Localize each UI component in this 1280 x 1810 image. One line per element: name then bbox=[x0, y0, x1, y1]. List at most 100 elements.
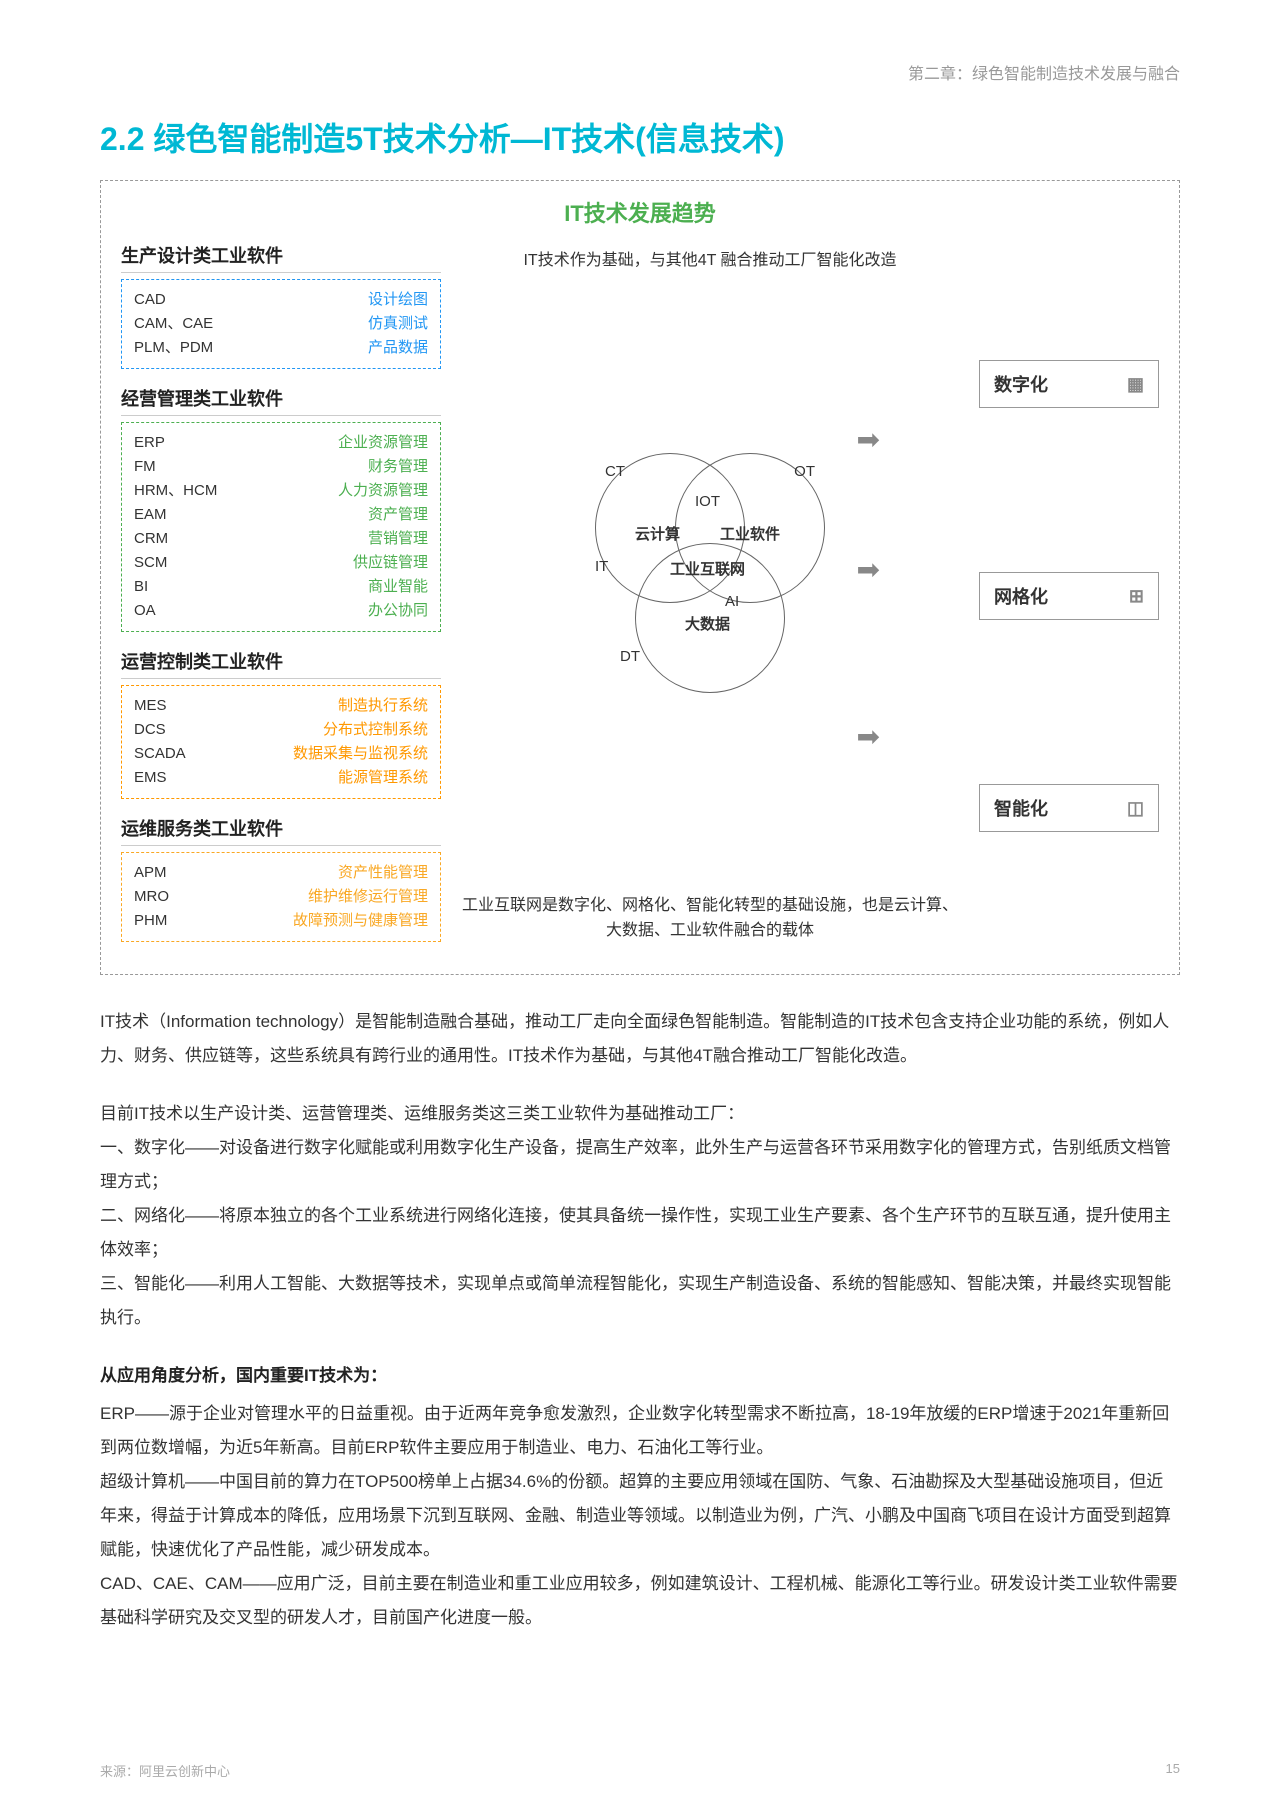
software-row: FM 财务管理 bbox=[134, 455, 428, 479]
software-row: EMS 能源管理系统 bbox=[134, 766, 428, 790]
chapter-header: 第二章：绿色智能制造技术发展与融合 bbox=[100, 60, 1180, 84]
software-code: EMS bbox=[134, 766, 167, 790]
software-code: PLM、PDM bbox=[134, 336, 213, 360]
software-box: MES 制造执行系统 DCS 分布式控制系统SCADA数据采集与监视系统EMS 能源管理… bbox=[121, 685, 441, 799]
center-column: IT技术作为基础，与其他4T 融合推动工厂智能化改造 CT OT IOT 云计算… bbox=[461, 238, 959, 954]
software-box: APM 资产性能管理MRO维护维修运行管理PHM 故障预测与健康管理 bbox=[121, 852, 441, 942]
software-row: CRM 营销管理 bbox=[134, 527, 428, 551]
trend-title: IT技术发展趋势 bbox=[121, 196, 1159, 228]
venn-ai: AI bbox=[725, 593, 739, 610]
diagram-container: IT技术发展趋势 生产设计类工业软件CAD设计绘图CAM、CAE仿真测试PLM、… bbox=[100, 180, 1180, 975]
capability-tag: 数字化▦ bbox=[979, 360, 1159, 408]
p2-lead: 目前IT技术以生产设计类、运营管理类、运维服务类这三类工业软件为基础推动工厂： bbox=[100, 1097, 1180, 1131]
software-code: CRM bbox=[134, 527, 168, 551]
software-desc: 财务管理 bbox=[368, 455, 428, 479]
venn-isw: 工业软件 bbox=[720, 523, 780, 544]
software-row: EAM资产管理 bbox=[134, 503, 428, 527]
p3-heading: 从应用角度分析，国内重要IT技术为： bbox=[100, 1359, 1180, 1393]
arrow-icon: ➡ bbox=[857, 553, 880, 586]
software-box: CAD 设计绘图 CAM、CAE 仿真测试 PLM、PDM 产品数据 bbox=[121, 279, 441, 369]
software-desc: 商业智能 bbox=[368, 575, 428, 599]
venn-ot: OT bbox=[794, 463, 815, 480]
p3-item-3: CAD、CAE、CAM——应用广泛，目前主要在制造业和重工业应用较多，例如建筑设… bbox=[100, 1567, 1180, 1635]
software-row: CAM、CAE 仿真测试 bbox=[134, 312, 428, 336]
capability-tag: 网格化⊞ bbox=[979, 572, 1159, 620]
software-group-title: 生产设计类工业软件 bbox=[121, 238, 441, 273]
software-desc: 办公协同 bbox=[368, 599, 428, 623]
venn-cloud: 云计算 bbox=[635, 523, 680, 544]
paragraph-3: 从应用角度分析，国内重要IT技术为： ERP——源于企业对管理水平的日益重视。由… bbox=[100, 1359, 1180, 1635]
software-desc: 人力资源管理 bbox=[338, 479, 428, 503]
software-row: APM 资产性能管理 bbox=[134, 861, 428, 885]
software-group-title: 经营管理类工业软件 bbox=[121, 381, 441, 416]
venn-ct: CT bbox=[605, 463, 625, 480]
software-desc: 产品数据 bbox=[368, 336, 428, 360]
capability-tag: 智能化 ◫ bbox=[979, 784, 1159, 832]
software-row: SCADA数据采集与监视系统 bbox=[134, 742, 428, 766]
page-footer: 来源：阿里云创新中心 15 bbox=[100, 1761, 1180, 1780]
software-row: PHM 故障预测与健康管理 bbox=[134, 909, 428, 933]
software-code: FM bbox=[134, 455, 156, 479]
software-code: CAD bbox=[134, 288, 166, 312]
software-group-title: 运营控制类工业软件 bbox=[121, 644, 441, 679]
software-desc: 设计绘图 bbox=[368, 288, 428, 312]
software-groups-column: 生产设计类工业软件 CAD 设计绘图 CAM、CAE 仿真测试 PLM、PDM 产品数据经营… bbox=[121, 238, 441, 954]
software-code: APM bbox=[134, 861, 167, 885]
software-desc: 营销管理 bbox=[368, 527, 428, 551]
software-code: BI bbox=[134, 575, 148, 599]
software-row: CAD 设计绘图 bbox=[134, 288, 428, 312]
software-desc: 分布式控制系统 bbox=[323, 718, 428, 742]
center-top-text: IT技术作为基础，与其他4T 融合推动工厂智能化改造 bbox=[461, 248, 959, 274]
arrow-icon: ➡ bbox=[857, 423, 880, 456]
tag-label: 智能化 bbox=[994, 795, 1048, 821]
section-title: 2.2 绿色智能制造5T技术分析—IT技术(信息技术) bbox=[100, 114, 1180, 160]
paragraph-1: IT技术（Information technology）是智能制造融合基础，推动… bbox=[100, 1005, 1180, 1073]
software-desc: 制造执行系统 bbox=[338, 694, 428, 718]
p3-item-1: ERP——源于企业对管理水平的日益重视。由于近两年竞争愈发激烈，企业数字化转型需… bbox=[100, 1397, 1180, 1465]
software-group: 生产设计类工业软件 CAD 设计绘图 CAM、CAE 仿真测试 PLM、PDM 产品数据 bbox=[121, 238, 441, 369]
software-code: DCS bbox=[134, 718, 166, 742]
software-code: ERP bbox=[134, 431, 165, 455]
venn-dt: DT bbox=[620, 648, 640, 665]
venn-diagram: CT OT IOT 云计算 工业软件 IT 工业互联网 AI 大数据 DT ➡ … bbox=[570, 453, 850, 713]
center-bottom-text: 工业互联网是数字化、网格化、智能化转型的基础设施，也是云计算、大数据、工业软件融… bbox=[461, 893, 959, 944]
software-desc: 仿真测试 bbox=[368, 312, 428, 336]
software-row: ERP 企业资源管理 bbox=[134, 431, 428, 455]
venn-iot: IOT bbox=[695, 493, 720, 510]
software-desc: 能源管理系统 bbox=[338, 766, 428, 790]
software-code: CAM、CAE bbox=[134, 312, 213, 336]
venn-it: IT bbox=[595, 558, 608, 575]
right-tags-column: 数字化▦ 网格化⊞ 智能化 ◫ bbox=[979, 238, 1159, 954]
p2-item-2: 二、网络化——将原本独立的各个工业系统进行网络化连接，使其具备统一操作性，实现工… bbox=[100, 1199, 1180, 1267]
software-desc: 故障预测与健康管理 bbox=[293, 909, 428, 933]
software-group: 运维服务类工业软件APM资产性能管理MRO维护维修运行管理PHM故障预测与健康管… bbox=[121, 811, 441, 942]
footer-page: 15 bbox=[1166, 1761, 1180, 1780]
software-row: MRO维护维修运行管理 bbox=[134, 885, 428, 909]
software-group: 运营控制类工业软件 MES 制造执行系统 DCS 分布式控制系统SCADA数据采集与监视… bbox=[121, 644, 441, 799]
arrow-icon: ➡ bbox=[857, 720, 880, 753]
venn-bigdata: 大数据 bbox=[685, 613, 730, 634]
software-row: MES 制造执行系统 bbox=[134, 694, 428, 718]
tag-icon: ⊞ bbox=[1129, 586, 1144, 607]
software-row: DCS 分布式控制系统 bbox=[134, 718, 428, 742]
software-row: OA办公协同 bbox=[134, 599, 428, 623]
software-desc: 资产性能管理 bbox=[338, 861, 428, 885]
tag-icon: ◫ bbox=[1127, 798, 1144, 819]
software-box: ERP 企业资源管理 FM 财务管理 HRM、HCM 人力资源管理EAM资产管理CRM 营销… bbox=[121, 422, 441, 632]
software-row: HRM、HCM 人力资源管理 bbox=[134, 479, 428, 503]
software-desc: 企业资源管理 bbox=[338, 431, 428, 455]
software-row: SCM供应链管理 bbox=[134, 551, 428, 575]
software-code: PHM bbox=[134, 909, 167, 933]
software-code: MES bbox=[134, 694, 167, 718]
software-code: SCM bbox=[134, 551, 167, 575]
venn-iinternet: 工业互联网 bbox=[670, 558, 745, 579]
software-desc: 数据采集与监视系统 bbox=[293, 742, 428, 766]
tag-icon: ▦ bbox=[1127, 374, 1144, 395]
software-row: PLM、PDM 产品数据 bbox=[134, 336, 428, 360]
software-code: HRM、HCM bbox=[134, 479, 217, 503]
software-code: MRO bbox=[134, 885, 169, 909]
software-code: EAM bbox=[134, 503, 167, 527]
paragraph-2: 目前IT技术以生产设计类、运营管理类、运维服务类这三类工业软件为基础推动工厂： … bbox=[100, 1097, 1180, 1335]
software-group: 经营管理类工业软件ERP企业资源管理FM财务管理HRM、HCM人力资源管理EAM… bbox=[121, 381, 441, 632]
footer-source: 来源：阿里云创新中心 bbox=[100, 1761, 230, 1780]
